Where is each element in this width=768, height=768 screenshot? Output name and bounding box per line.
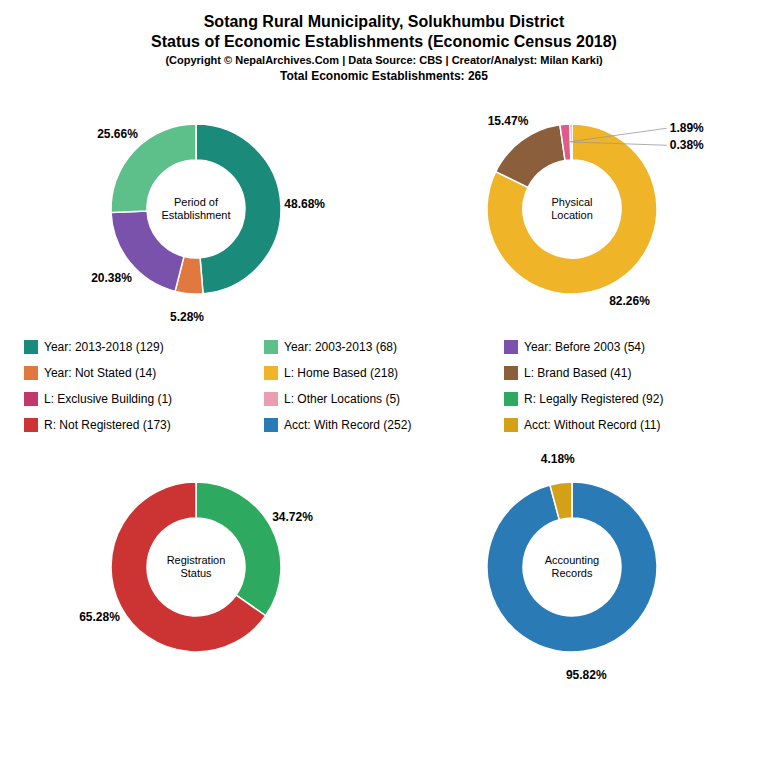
svg-text:48.68%: 48.68% — [284, 197, 325, 211]
html-text:Acct: Without Record (11): Acct: Without Record (11) — [524, 418, 661, 432]
svg-text:0.38%: 0.38% — [670, 138, 704, 152]
svg-text:5.28%: 5.28% — [170, 310, 204, 324]
html-text:Status: Status — [180, 567, 212, 579]
svg-text:4.18%: 4.18% — [541, 452, 575, 466]
html-text:Sotang Rural Municipality, Sol: Sotang Rural Municipality, Solukhumbu Di… — [203, 13, 565, 30]
html-text:Location: Location — [551, 209, 593, 221]
html-text:L: Brand Based (41): L: Brand Based (41) — [524, 366, 632, 380]
html-text:L: Exclusive Building (1): L: Exclusive Building (1) — [44, 392, 173, 406]
svg-text:25.66%: 25.66% — [97, 127, 138, 141]
html-text:Establishment: Establishment — [161, 209, 231, 221]
html-text:Records: Records — [551, 567, 593, 579]
svg-text:95.82%: 95.82% — [566, 668, 607, 682]
svg-text:65.28%: 65.28% — [79, 610, 120, 624]
html-text:Year: 2003-2013 (68): Year: 2003-2013 (68) — [284, 340, 397, 354]
html-text:R: Not Registered (173): R: Not Registered (173) — [44, 418, 171, 432]
html-text:Period of: Period of — [174, 196, 218, 208]
html-text:Year: Before 2003 (54): Year: Before 2003 (54) — [524, 340, 645, 354]
html-text:(Copyright © NepalArchives.Com: (Copyright © NepalArchives.Com | Data So… — [165, 54, 603, 66]
html-text:Registration: Registration — [166, 554, 226, 566]
svg-text:20.38%: 20.38% — [91, 271, 132, 285]
html-text:L: Other Locations (5): L: Other Locations (5) — [284, 392, 401, 406]
html-text:Accounting: Accounting — [544, 554, 600, 566]
html-text:Status of Economic Establishme: Status of Economic Establishments (Econo… — [151, 33, 617, 50]
svg-text:34.72%: 34.72% — [272, 510, 313, 524]
svg-text:82.26%: 82.26% — [609, 294, 650, 308]
html-text:R: Legally Registered (92): R: Legally Registered (92) — [524, 392, 664, 406]
html-text:L: Home Based (218): L: Home Based (218) — [284, 366, 399, 380]
svg-text:1.89%: 1.89% — [670, 121, 704, 135]
html-text:Physical: Physical — [551, 196, 593, 208]
html-text:Total Economic Establishments:: Total Economic Establishments: 265 — [280, 69, 488, 83]
html-text:Acct: With Record (252): Acct: With Record (252) — [284, 418, 412, 432]
html-text:Year: Not Stated (14): Year: Not Stated (14) — [44, 366, 157, 380]
svg-text:15.47%: 15.47% — [488, 114, 529, 128]
html-text:Year: 2013-2018 (129): Year: 2013-2018 (129) — [44, 340, 164, 354]
